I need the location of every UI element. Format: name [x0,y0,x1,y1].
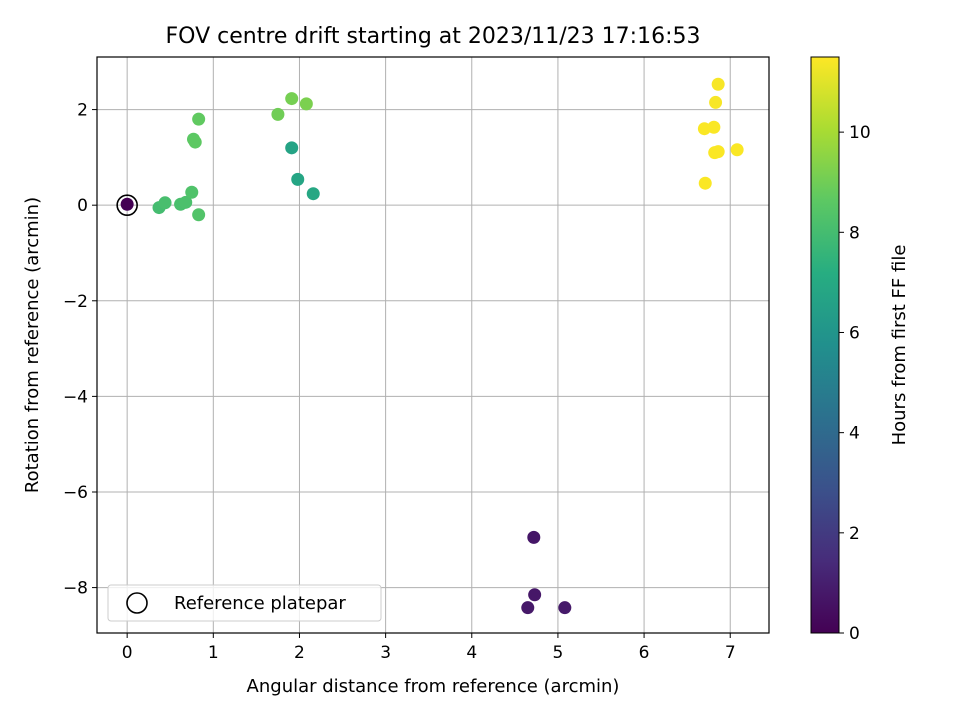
x-tick-label: 6 [639,643,650,663]
grid-lines [97,57,769,633]
data-point [698,176,712,190]
x-tick-label: 2 [294,643,305,663]
data-point [291,172,305,186]
colorbar-tick-label: 2 [849,524,860,544]
data-point [521,601,535,615]
colorbar-tick-label: 6 [849,323,860,343]
y-axis-label: Rotation from reference (arcmin) [22,197,43,493]
colorbar [810,56,840,634]
x-tick-label: 1 [208,643,219,663]
y-tick-label: −2 [63,292,88,312]
legend: Reference platepar [107,584,382,622]
data-point [711,77,725,91]
colorbar-label: Hours from first FF file [889,245,910,446]
chart-title: FOV centre drift starting at 2023/11/23 … [166,24,701,49]
y-tick-label: −8 [63,579,88,599]
colorbar-tick-label: 0 [849,624,860,644]
x-tick-label: 3 [380,643,391,663]
data-point [707,120,721,134]
x-tick-label: 7 [725,643,736,663]
data-point [120,197,134,211]
data-point [179,195,193,209]
data-point [306,187,320,201]
legend-marker-reference [126,592,148,614]
data-point [192,208,206,222]
plot-area-frame [96,56,770,634]
x-tick-label: 0 [122,643,133,663]
legend-box [107,584,382,622]
data-point [188,135,202,149]
data-points [116,77,744,615]
reference-platepar-marker [116,194,138,216]
data-point [528,588,542,602]
colorbar-tick-label: 8 [849,223,860,243]
data-point [711,145,725,159]
axis-ticks: 0 1 2 3 4 5 6 7 −8 −6 −4 −2 0 2 [63,101,736,663]
data-point [192,112,206,126]
y-tick-label: 0 [77,196,88,216]
colorbar-ticks: 0 2 4 6 8 10 [839,123,871,644]
x-axis-label: Angular distance from reference (arcmin) [247,676,620,697]
data-point [709,95,723,109]
y-tick-label: −6 [63,483,88,503]
data-point [158,196,172,210]
data-point [271,107,285,121]
x-tick-label: 4 [466,643,477,663]
data-point [527,530,541,544]
data-point [558,601,572,615]
x-tick-label: 5 [553,643,564,663]
data-point [285,141,299,155]
data-point [730,143,744,157]
data-point [299,97,313,111]
legend-label-reference: Reference platepar [174,593,346,614]
y-tick-label: 2 [77,101,88,121]
data-point [185,185,199,199]
y-tick-label: −4 [63,387,88,407]
data-point [285,92,299,106]
colorbar-tick-label: 10 [849,123,871,143]
colorbar-tick-label: 4 [849,424,860,444]
